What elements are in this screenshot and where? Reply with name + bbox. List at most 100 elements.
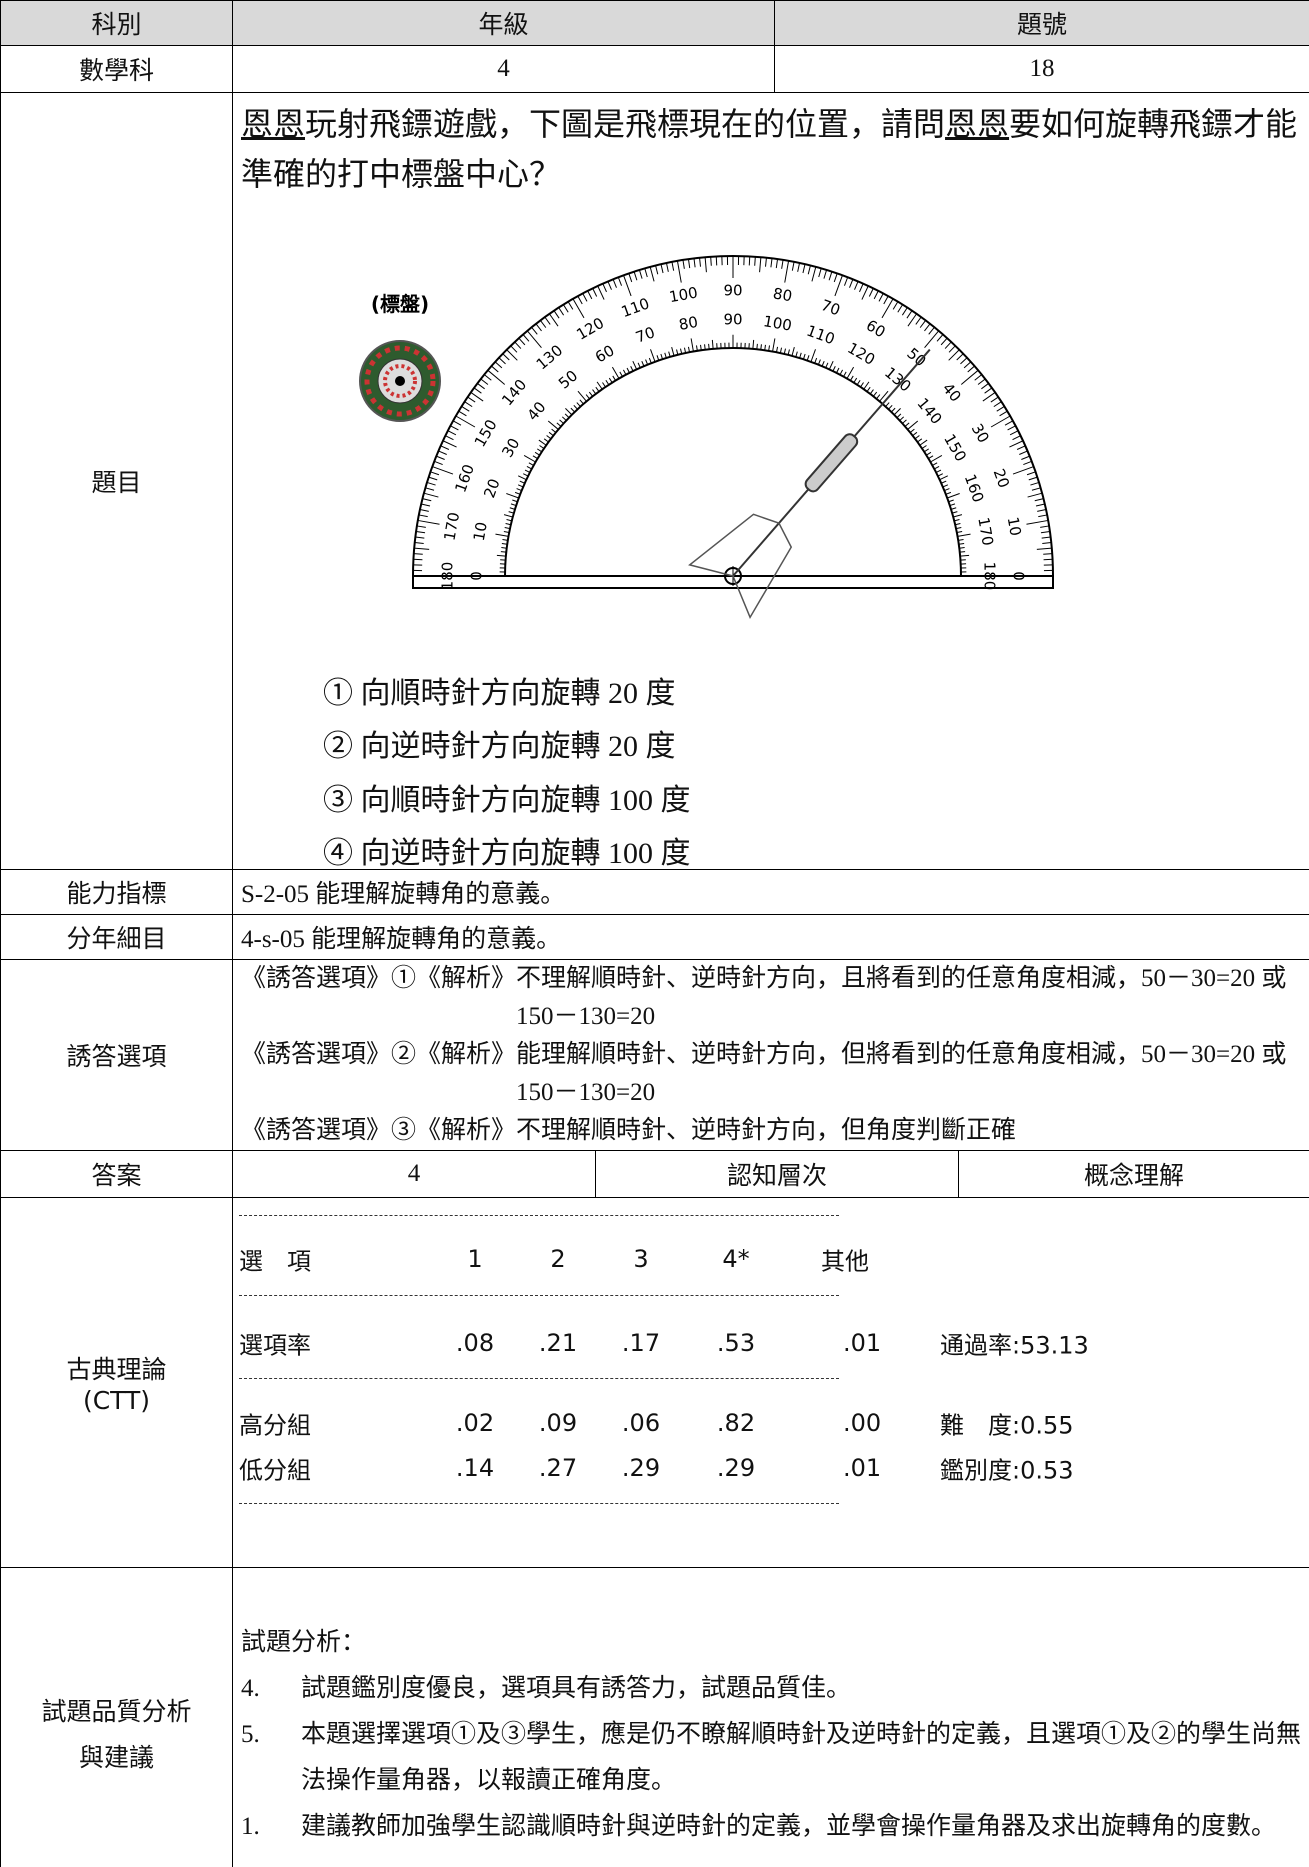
scale-tick: [445, 435, 454, 441]
text: 恩恩: [945, 106, 1010, 142]
option: ② 向逆時針方向旋轉 20 度: [323, 730, 676, 763]
scale-tick: [442, 440, 457, 448]
scale-tick: [806, 355, 810, 361]
scale-tick: [955, 526, 962, 530]
scale-tick: [612, 375, 616, 381]
scale-tick: [495, 533, 509, 537]
scale-tick: [944, 488, 950, 492]
text: 恩恩: [241, 106, 306, 142]
scale-tick: [912, 431, 918, 437]
scale-tick: [959, 551, 966, 553]
scale-tick: [818, 268, 822, 278]
detail-text: 4-s-05 能理解旋轉角的意義。: [231, 914, 1309, 960]
scale-tick: [506, 519, 512, 522]
scale-tick: [498, 357, 506, 365]
question-row: 題目 恩恩玩射飛鏢遊戲，下圖是飛標現在的位置，請問恩恩要如何旋轉飛鏢才能準確的打…: [0, 92, 1309, 870]
scale-tick: [919, 439, 928, 446]
scale-tick: [517, 475, 527, 481]
scale-tick: [1026, 519, 1049, 525]
tag: 《誘答選項》①《解析》: [241, 965, 517, 992]
scale-tick: [868, 288, 874, 297]
option: ④ 向逆時針方向旋轉 100 度: [323, 837, 691, 870]
scale-label: 20: [480, 476, 503, 500]
scale-tick: [924, 323, 931, 332]
scale-tick: [595, 386, 600, 392]
scale-tick: [936, 334, 944, 342]
scale-tick: [491, 365, 499, 373]
scale-tick: [592, 389, 597, 395]
scale-tick: [907, 420, 919, 430]
scale-tick: [655, 265, 659, 275]
scale-tick: [592, 288, 598, 297]
header-cell: 題號: [774, 0, 1309, 46]
scale-tick: [850, 375, 854, 381]
grade: 4: [231, 45, 776, 93]
scale-tick: [811, 266, 817, 282]
ctt-text: .01: [843, 1328, 882, 1357]
answer-value: 4: [232, 1150, 596, 1198]
scale-tick: [1041, 536, 1051, 539]
distractor-row: 誘答選項 《誘答選項》①《解析》 不理解順時針、逆時針方向，且將看到的任意角度相減…: [0, 959, 1309, 1151]
scale-tick: [596, 381, 603, 390]
scale-tick: [470, 392, 484, 402]
scale-tick: [930, 454, 943, 463]
scale-tick: [514, 341, 522, 349]
scale-tick: [682, 259, 685, 269]
scale-tick: [999, 410, 1008, 417]
scale-tick: [1030, 481, 1040, 486]
scale-tick: [760, 344, 762, 350]
text: 不理解順時針、逆時針方向，且將看到的任意角度相減，50－30=20 或 150－…: [516, 965, 1287, 1030]
scale-tick: [496, 554, 506, 557]
text: 能理解順時針、逆時針方向，但將看到的任意角度相減，50－30=20 或 150－…: [516, 1041, 1287, 1106]
scale-tick: [503, 514, 513, 518]
dash-line: [239, 1294, 839, 1296]
row-label: 分年細目: [0, 914, 233, 960]
scale-tick: [861, 285, 869, 300]
scale-tick: [687, 346, 690, 353]
scale-tick: [579, 399, 584, 405]
scale-tick: [960, 369, 979, 385]
scale-tick: [921, 445, 927, 449]
scale-tick: [417, 519, 440, 525]
scale-tick: [494, 361, 503, 369]
scale-tick: [783, 348, 786, 354]
scale-tick: [668, 351, 671, 357]
scale-tick: [948, 349, 960, 361]
board-label: (標盤): [371, 292, 429, 316]
distractor: 《誘答選項》②《解析》 能理解順時針、逆時針方向，但將看到的任意角度相減，50－3…: [241, 1036, 1301, 1112]
scale-tick: [953, 514, 963, 518]
scale-tick: [960, 554, 970, 557]
scale-label: 180: [981, 562, 999, 591]
quality-item: 4. 試題鑑別度優良，選項具有誘答力，試題品質佳。: [241, 1666, 1301, 1712]
scale-tick: [923, 448, 930, 453]
scale-tick: [464, 401, 473, 408]
scale-tick: [765, 257, 767, 267]
scale-tick: [828, 271, 833, 281]
quality-item: 5. 本題選擇選項①及③學生，應是仍不瞭解順時針及逆時針的定義，且選項①及②的學生…: [241, 1712, 1301, 1804]
item-text: 試題鑑別度優良，選項具有誘答力，試題品質佳。: [301, 1674, 852, 1702]
scale-tick: [611, 366, 620, 379]
ctt-text: .14: [455, 1453, 495, 1482]
row-label: 能力指標: [0, 869, 233, 915]
scale-tick: [955, 523, 961, 526]
ctt-text: .17: [621, 1328, 661, 1357]
scale-tick: [426, 481, 436, 486]
scale-tick: [447, 430, 457, 436]
scale-tick: [547, 420, 559, 430]
scale-tick: [628, 273, 633, 283]
scale-tick: [458, 410, 467, 417]
scale-tick: [1016, 445, 1026, 450]
scale-tick: [708, 343, 710, 350]
scale-tick: [879, 390, 889, 402]
scale-tick: [919, 320, 926, 328]
ctt-text: 2: [550, 1244, 566, 1273]
scale-tick: [602, 382, 606, 388]
scale-tick: [649, 266, 655, 282]
scale-label: 90: [723, 311, 742, 329]
scale-tick: [1042, 542, 1052, 544]
scale-tick: [438, 450, 447, 455]
scale-tick: [935, 469, 942, 473]
scale-tick: [480, 378, 489, 385]
scale-tick: [656, 355, 660, 361]
